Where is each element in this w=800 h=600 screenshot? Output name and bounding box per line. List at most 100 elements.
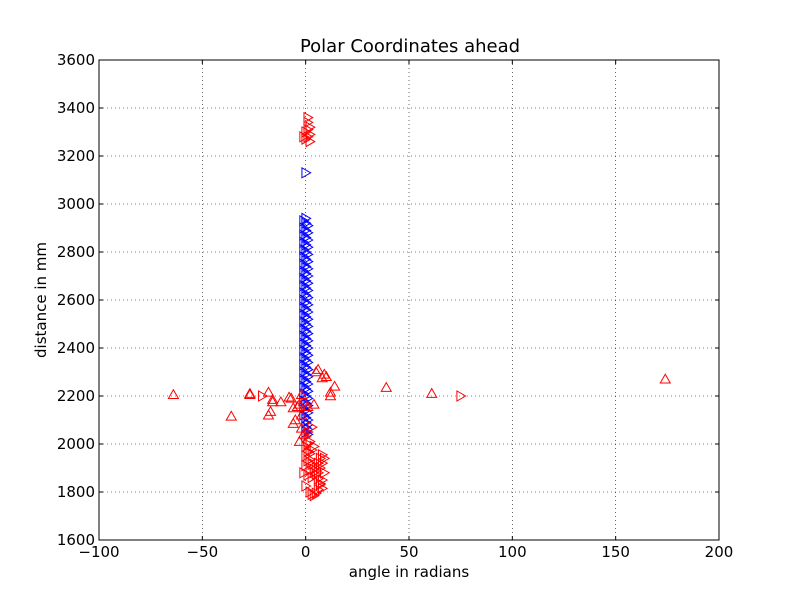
data-point — [308, 398, 320, 409]
data-point — [301, 253, 312, 266]
x-tick-label: 0 — [301, 543, 311, 561]
data-point — [659, 373, 672, 384]
data-point — [244, 387, 256, 398]
data-point — [301, 310, 312, 323]
data-point — [307, 421, 318, 434]
data-point — [301, 274, 312, 287]
x-tick-label: 100 — [498, 543, 527, 561]
data-point — [262, 386, 275, 397]
data-point — [301, 450, 312, 462]
data-point — [167, 388, 180, 400]
chart-title: Polar Coordinates ahead — [300, 36, 520, 57]
data-point — [301, 217, 312, 230]
data-point — [264, 405, 277, 416]
data-point — [301, 282, 312, 294]
data-point — [324, 389, 337, 401]
y-tick-label: 3200 — [57, 147, 95, 165]
data-point — [285, 392, 298, 403]
data-point — [316, 371, 329, 383]
data-point — [315, 477, 327, 490]
data-point — [305, 435, 316, 448]
data-point — [380, 381, 393, 392]
x-tick-label: 150 — [601, 543, 630, 561]
ticks: −100 −50 0 50 100 150 200 1600 1800 2000 2200 2400 2… — [57, 51, 734, 561]
x-tick-label: −100 — [78, 543, 119, 561]
data-point — [266, 393, 279, 404]
data-point — [301, 289, 312, 302]
data-point — [303, 438, 314, 450]
data-point — [301, 303, 312, 316]
data-point — [258, 390, 269, 402]
x-tick-label: 200 — [705, 543, 734, 561]
data-point — [301, 354, 312, 366]
data-point — [307, 444, 318, 456]
data-point — [312, 363, 324, 374]
data-point — [303, 445, 314, 458]
x-axis-label: angle in radians — [349, 563, 470, 581]
y-tick-label: 2400 — [57, 339, 95, 357]
data-point — [301, 339, 312, 352]
data-point — [225, 410, 238, 421]
y-tick-label: 3600 — [57, 51, 95, 69]
data-point — [301, 267, 312, 280]
data-point — [293, 398, 306, 409]
data-point — [266, 395, 279, 407]
data-point — [303, 454, 314, 467]
data-point — [301, 382, 312, 395]
y-tick-label: 1800 — [57, 483, 95, 501]
data-point — [301, 231, 312, 244]
data-point — [305, 464, 316, 477]
data-point — [295, 409, 308, 420]
data-point — [301, 238, 312, 251]
y-tick-label: 2200 — [57, 387, 95, 405]
data-point — [328, 380, 341, 391]
data-point — [287, 401, 300, 413]
data-point — [425, 387, 438, 398]
data-point — [303, 130, 314, 143]
data-point — [317, 482, 329, 495]
data-point — [301, 224, 312, 237]
data-point — [301, 296, 312, 309]
y-tick-label: 2800 — [57, 243, 95, 261]
y-tick-label: 3000 — [57, 195, 95, 213]
x-tick-label: −50 — [187, 543, 219, 561]
data-point — [313, 472, 325, 485]
data-point — [297, 395, 310, 407]
data-point — [324, 386, 337, 397]
y-tick-label: 3400 — [57, 99, 95, 117]
data-point — [303, 116, 314, 129]
data-point — [301, 332, 312, 345]
data-point — [295, 388, 308, 400]
x-tick-label: 50 — [399, 543, 418, 561]
data-point — [301, 260, 312, 273]
data-point — [301, 325, 312, 338]
data-point — [305, 121, 316, 134]
data-point — [317, 457, 329, 470]
data-point — [305, 135, 316, 148]
data-point — [301, 459, 312, 472]
data-point — [456, 390, 467, 402]
data-point — [301, 361, 312, 374]
data-point — [303, 123, 314, 136]
data-points — [167, 111, 672, 502]
y-tick-label: 1600 — [57, 531, 95, 549]
data-point — [320, 452, 331, 465]
data-point — [299, 130, 310, 143]
data-point — [244, 388, 256, 400]
data-point — [283, 391, 295, 402]
data-point — [301, 375, 312, 388]
data-point — [301, 318, 312, 330]
y-tick-label: 2000 — [57, 435, 95, 453]
data-point — [313, 466, 325, 479]
data-point — [305, 128, 316, 141]
data-point — [301, 346, 312, 359]
data-point — [320, 466, 331, 479]
data-point — [299, 466, 310, 479]
y-axis-label: distance in mm — [32, 242, 50, 358]
data-point — [317, 448, 329, 461]
data-point — [310, 365, 322, 377]
data-point — [301, 166, 312, 179]
data-point — [301, 368, 312, 381]
y-tick-label: 2600 — [57, 291, 95, 309]
